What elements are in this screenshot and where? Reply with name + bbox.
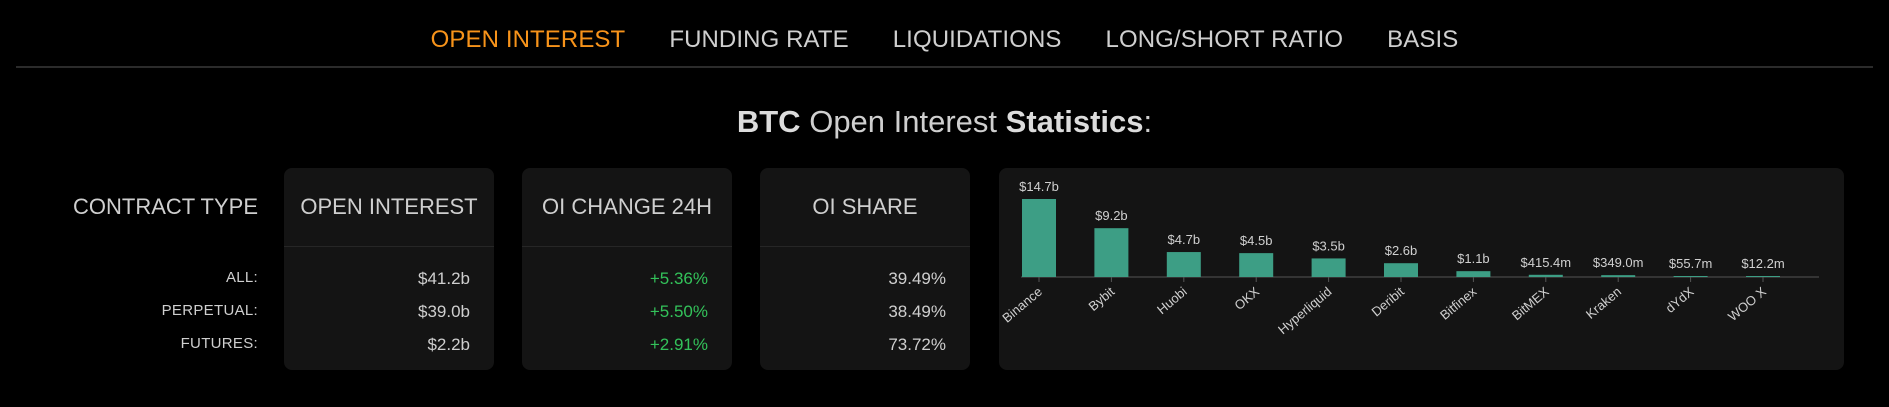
bar-binance[interactable] bbox=[1022, 199, 1056, 277]
open-interest-perpetual: $39.0b bbox=[418, 302, 470, 321]
open-interest-card: OPEN INTEREST $41.2b $39.0b $2.2b bbox=[284, 168, 494, 370]
x-tick-label-woo-x: WOO X bbox=[1725, 284, 1769, 324]
bar-dydx[interactable] bbox=[1673, 276, 1708, 277]
x-tick-label-binance: Binance bbox=[999, 284, 1045, 326]
open-interest-futures: $2.2b bbox=[427, 335, 470, 354]
oi-change-all: +5.36% bbox=[649, 269, 708, 288]
data-label-bybit: $9.2b bbox=[1095, 208, 1128, 223]
oi-change-futures: +2.91% bbox=[649, 335, 708, 354]
oi-share-perpetual: 38.49% bbox=[888, 302, 946, 321]
open-interest-all: $41.2b bbox=[418, 269, 470, 288]
data-label-okx: $4.5b bbox=[1240, 233, 1273, 248]
bar-bitmex[interactable] bbox=[1528, 274, 1563, 277]
oi-share-header: OI SHARE bbox=[760, 168, 970, 247]
x-tick-label-bybit: Bybit bbox=[1086, 284, 1118, 314]
data-label-bitmex: $415.4m bbox=[1521, 255, 1572, 270]
x-tick-label-kraken: Kraken bbox=[1583, 284, 1624, 322]
oi-share-all: 39.49% bbox=[888, 269, 946, 288]
oi-share-card: OI SHARE 39.49% 38.49% 73.72% bbox=[760, 168, 970, 370]
nav-tabs: OPEN INTEREST FUNDING RATE LIQUIDATIONS … bbox=[0, 0, 1889, 68]
data-label-woo-x: $12.2m bbox=[1741, 256, 1784, 271]
page-title: BTC Open Interest Statistics: bbox=[0, 104, 1889, 140]
data-label-dydx: $55.7m bbox=[1669, 256, 1712, 271]
bar-okx[interactable] bbox=[1239, 253, 1274, 277]
data-label-bitfinex: $1.1b bbox=[1457, 251, 1490, 266]
bar-bybit[interactable] bbox=[1094, 228, 1129, 277]
oi-change-perpetual: +5.50% bbox=[649, 302, 708, 321]
tab-basis[interactable]: BASIS bbox=[1387, 26, 1459, 53]
tab-open-interest[interactable]: OPEN INTEREST bbox=[430, 26, 626, 53]
title-bold-word: Statistics bbox=[1005, 104, 1144, 139]
contract-type-column: CONTRACT TYPE ALL: PERPETUAL: FUTURES: bbox=[60, 168, 258, 360]
title-middle: Open Interest bbox=[809, 104, 998, 139]
exchange-oi-bar-chart: $14.7b Binance $9.2b Bybit $4.7b Huobi $4.5b OK… bbox=[999, 179, 1819, 337]
oi-change-card: OI CHANGE 24H +5.36% +5.50% +2.91% bbox=[522, 168, 732, 370]
exchange-oi-chart-card: $14.7b Binance $9.2b Bybit $4.7b Huobi $4.5b OK… bbox=[999, 168, 1844, 370]
x-tick-label-okx: OKX bbox=[1231, 284, 1262, 313]
title-suffix: : bbox=[1143, 104, 1153, 139]
bar-bitfinex[interactable] bbox=[1456, 271, 1491, 277]
data-label-hyperliquid: $3.5b bbox=[1312, 238, 1345, 253]
bar-huobi[interactable] bbox=[1166, 252, 1201, 277]
x-tick-label-deribit: Deribit bbox=[1369, 284, 1408, 320]
tab-liquidations[interactable]: LIQUIDATIONS bbox=[892, 26, 1062, 53]
data-label-kraken: $349.0m bbox=[1593, 255, 1644, 270]
oi-share-futures: 73.72% bbox=[888, 335, 946, 354]
tabs-divider bbox=[16, 66, 1873, 68]
data-label-huobi: $4.7b bbox=[1168, 232, 1201, 247]
title-asset: BTC bbox=[736, 104, 801, 139]
tab-funding-rate[interactable]: FUNDING RATE bbox=[669, 26, 849, 53]
bar-hyperliquid[interactable] bbox=[1311, 258, 1346, 277]
data-label-deribit: $2.6b bbox=[1385, 243, 1418, 258]
bar-woo-x[interactable] bbox=[1746, 276, 1780, 277]
x-tick-label-dydx: dYdX bbox=[1663, 284, 1697, 316]
row-label-all: ALL: bbox=[225, 269, 258, 286]
x-tick-label-bitfinex: Bitfinex bbox=[1437, 283, 1480, 322]
bar-kraken[interactable] bbox=[1601, 275, 1636, 277]
x-tick-label-bitmex: BitMEX bbox=[1509, 284, 1552, 324]
x-tick-label-hyperliquid: Hyperliquid bbox=[1275, 284, 1334, 337]
row-label-perpetual: PERPETUAL: bbox=[161, 302, 258, 319]
x-tick-label-huobi: Huobi bbox=[1154, 284, 1190, 317]
oi-change-header: OI CHANGE 24H bbox=[522, 168, 732, 247]
row-label-futures: FUTURES: bbox=[180, 335, 258, 352]
tab-long-short-ratio[interactable]: LONG/SHORT RATIO bbox=[1105, 26, 1344, 53]
contract-type-header: CONTRACT TYPE bbox=[73, 194, 258, 219]
open-interest-header: OPEN INTEREST bbox=[284, 168, 494, 247]
data-label-binance: $14.7b bbox=[1019, 179, 1059, 194]
bar-deribit[interactable] bbox=[1384, 263, 1418, 277]
